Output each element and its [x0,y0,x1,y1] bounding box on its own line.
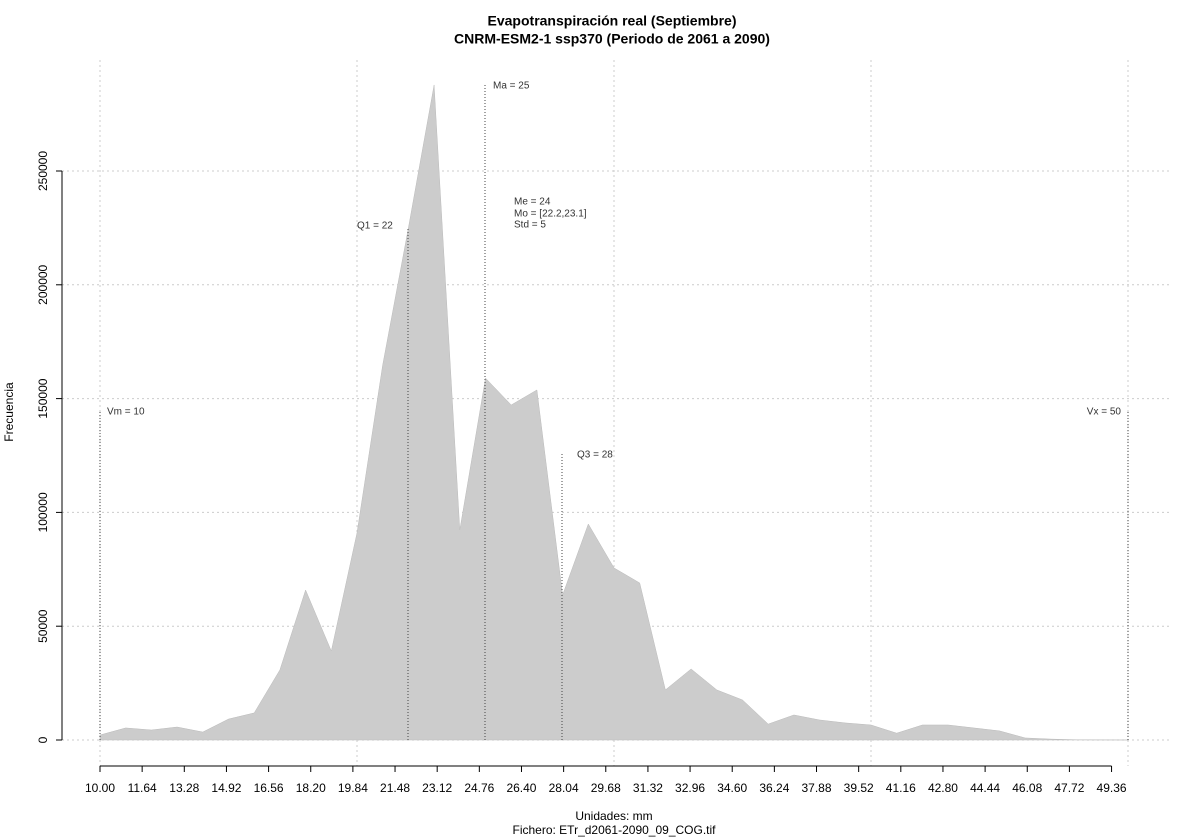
chart-title: Evapotranspiración real (Septiembre) [488,13,737,29]
x-tick-label: 29.68 [591,781,621,795]
y-tick-label: 200000 [36,264,50,304]
annotation: Q3 = 28 [577,450,613,461]
x-tick-label: 23.12 [422,781,452,795]
x-tick-label: 39.52 [844,781,874,795]
x-tick-label: 19.84 [338,781,368,795]
x-tick-label: 36.24 [759,781,789,795]
y-axis-label: Frecuencia [2,382,16,442]
x-tick-label: 44.44 [970,781,1000,795]
area [99,84,1129,741]
x-tick-label: 24.76 [464,781,494,795]
x-tick-label: 42.80 [928,781,958,795]
x-tick-label: 16.56 [254,781,284,795]
caption: Fichero: ETr_d2061-2090_09_COG.tif [513,823,717,837]
x-tick-label: 26.40 [506,781,536,795]
x-tick-label: 11.64 [128,781,157,795]
y-tick-label: 50000 [36,609,50,643]
x-tick-label: 47.72 [1054,781,1084,795]
y-tick-label: 250000 [36,151,50,191]
x-tick-label: 18.20 [296,781,326,795]
annotation: Std = 5 [514,220,546,231]
x-tick-label: 37.88 [802,781,832,795]
chart-subtitle: CNRM-ESM2-1 ssp370 (Periodo de 2061 a 20… [454,31,770,47]
x-axis-label: Unidades: mm [575,809,652,823]
x-tick-label: 14.92 [211,781,241,795]
x-tick-label: 41.16 [886,781,916,795]
annotation: Q1 = 22 [357,221,393,232]
x-tick-label: 46.08 [1012,781,1042,795]
x-tick-label: 21.48 [380,781,410,795]
x-tick-label: 32.96 [675,781,705,795]
annotation: Vm = 10 [107,407,145,418]
annotation: Vx = 50 [1087,407,1122,418]
x-tick-label: 28.04 [549,781,579,795]
y-tick-label: 100000 [36,492,50,532]
x-tick-label: 49.36 [1097,781,1127,795]
x-tick-label: 13.28 [169,781,199,795]
y-tick-label: 150000 [36,378,50,418]
annotation: Mo = [22.2,23.1] [514,209,587,220]
x-tick-label: 31.32 [633,781,663,795]
annotation: Me = 24 [514,197,551,208]
x-tick-label: 10.00 [85,781,115,795]
y-tick-label: 0 [36,736,50,743]
annotation: Ma = 25 [493,81,530,92]
x-tick-label: 34.60 [717,781,747,795]
